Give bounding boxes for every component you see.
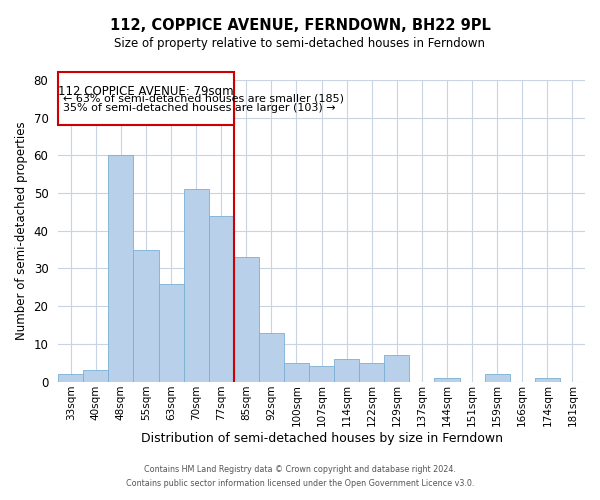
Bar	[109, 156, 133, 382]
Bar	[359, 362, 384, 382]
Y-axis label: Number of semi-detached properties: Number of semi-detached properties	[15, 122, 28, 340]
Bar	[384, 355, 409, 382]
Bar	[133, 250, 158, 382]
Text: ← 63% of semi-detached houses are smaller (185): ← 63% of semi-detached houses are smalle…	[64, 94, 344, 104]
Text: Contains HM Land Registry data © Crown copyright and database right 2024.
Contai: Contains HM Land Registry data © Crown c…	[126, 466, 474, 487]
Text: Size of property relative to semi-detached houses in Ferndown: Size of property relative to semi-detach…	[115, 38, 485, 51]
Bar	[83, 370, 109, 382]
Text: 112 COPPICE AVENUE: 79sqm: 112 COPPICE AVENUE: 79sqm	[58, 84, 234, 98]
X-axis label: Distribution of semi-detached houses by size in Ferndown: Distribution of semi-detached houses by …	[140, 432, 503, 445]
Bar	[334, 359, 359, 382]
Bar	[234, 257, 259, 382]
Text: 35% of semi-detached houses are larger (103) →: 35% of semi-detached houses are larger (…	[64, 102, 336, 113]
Bar	[309, 366, 334, 382]
Bar	[434, 378, 460, 382]
Bar	[209, 216, 234, 382]
Bar	[284, 362, 309, 382]
Bar	[184, 190, 209, 382]
FancyBboxPatch shape	[58, 72, 234, 125]
Bar	[58, 374, 83, 382]
Text: 112, COPPICE AVENUE, FERNDOWN, BH22 9PL: 112, COPPICE AVENUE, FERNDOWN, BH22 9PL	[110, 18, 490, 32]
Bar	[535, 378, 560, 382]
Bar	[259, 332, 284, 382]
Bar	[485, 374, 510, 382]
Bar	[158, 284, 184, 382]
